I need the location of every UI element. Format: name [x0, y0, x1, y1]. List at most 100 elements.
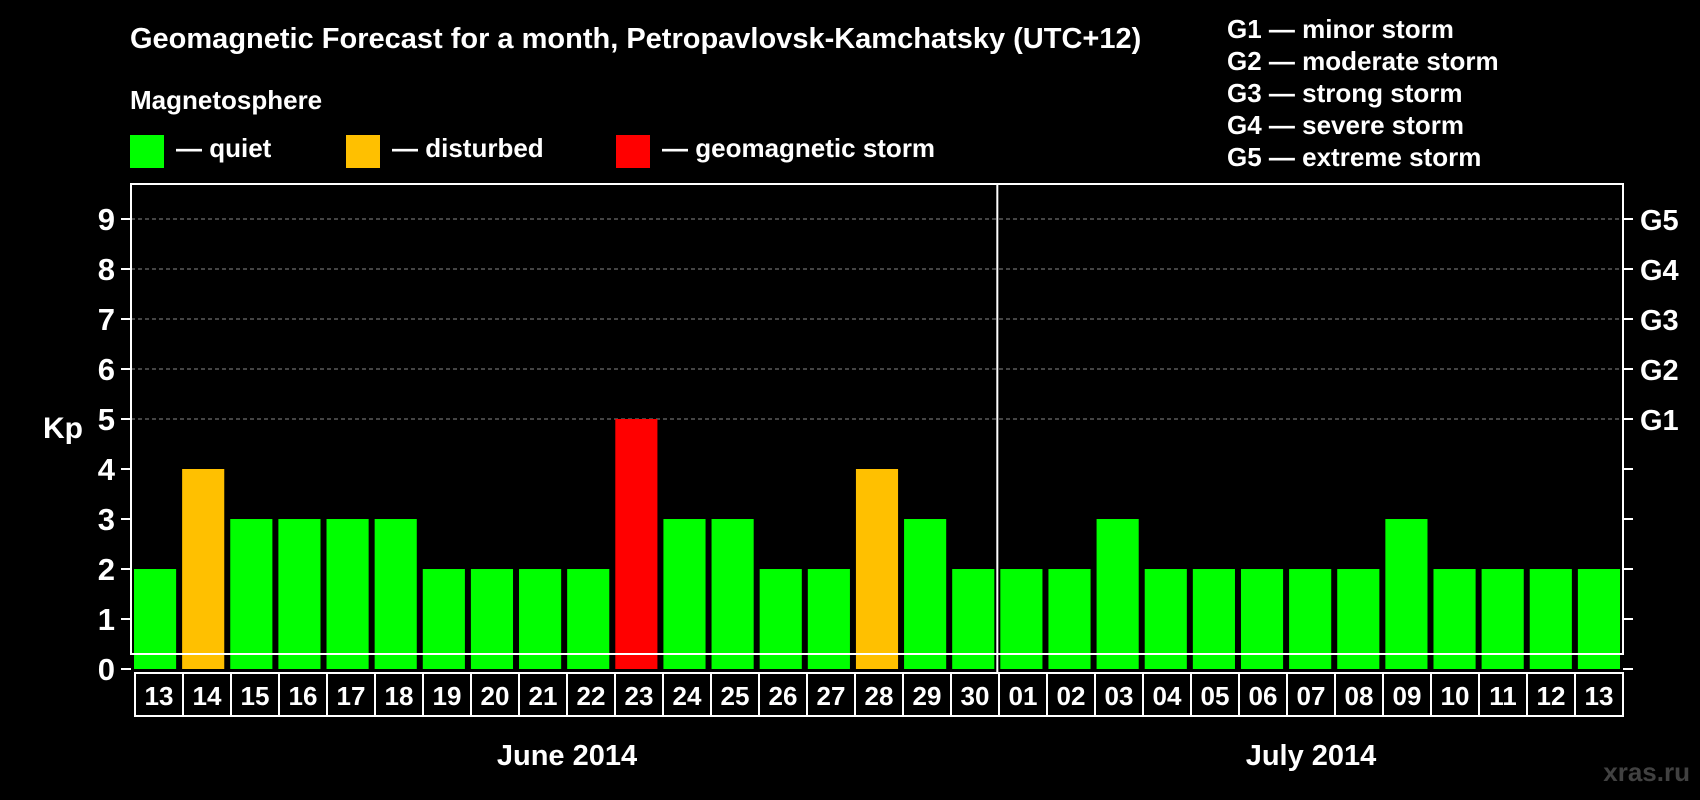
x-tick-label: 24: [673, 681, 702, 711]
x-tick-label: 25: [721, 681, 750, 711]
bar-23: [1240, 569, 1284, 669]
bar-9: [567, 569, 610, 669]
x-tick-label: 30: [961, 681, 990, 711]
bar-22: [1192, 569, 1235, 669]
x-tick-label: 13: [145, 681, 174, 711]
legend-label-0: — quiet: [176, 133, 272, 163]
x-tick-label: 05: [1201, 681, 1230, 711]
bar-17: [952, 569, 995, 669]
bar-10: [615, 419, 658, 669]
x-tick-label: 26: [769, 681, 798, 711]
storm-legend-item: G1 — minor storm: [1227, 14, 1454, 44]
y-tick-label: 3: [98, 502, 115, 537]
storm-legend-item: G2 — moderate storm: [1227, 46, 1499, 76]
x-tick-label: 14: [193, 681, 222, 711]
x-tick-label: 17: [337, 681, 366, 711]
bar-25: [1337, 569, 1380, 669]
bar-27: [1433, 569, 1476, 669]
x-tick-label: 28: [865, 681, 894, 711]
y-tick-label: 8: [98, 252, 115, 287]
watermark: xras.ru: [1603, 757, 1690, 787]
x-tick-label: 07: [1297, 681, 1326, 711]
bar-2: [230, 519, 273, 669]
bars: [134, 419, 1620, 669]
bar-20: [1096, 519, 1139, 669]
bar-6: [422, 569, 465, 669]
storm-legend-item: G5 — extreme storm: [1227, 142, 1481, 172]
x-tick-label: 15: [241, 681, 270, 711]
x-tick-label: 23: [625, 681, 654, 711]
g-scale-axis: G1 G2 G3 G4 G5: [1623, 205, 1679, 670]
legend-swatch-0: [130, 135, 164, 168]
y-tick-label: 6: [98, 352, 115, 387]
month-label: June 2014: [497, 740, 637, 772]
legend-label-2: — geomagnetic storm: [662, 133, 935, 163]
y-tick-label: 7: [98, 302, 115, 337]
y-tick-label: 1: [98, 602, 115, 637]
bar-15: [855, 469, 899, 669]
x-tick-label: 22: [577, 681, 606, 711]
bar-7: [470, 569, 514, 669]
g-scale-label: G3: [1640, 305, 1679, 337]
x-tick-label: 04: [1153, 681, 1182, 711]
y-tick-label: 2: [98, 552, 115, 587]
bar-5: [374, 519, 417, 669]
g-scale-label: G4: [1640, 255, 1679, 287]
bar-18: [1000, 569, 1043, 669]
bar-21: [1144, 569, 1187, 669]
x-tick-label: 06: [1249, 681, 1278, 711]
bar-19: [1048, 569, 1091, 669]
bar-8: [519, 569, 562, 669]
x-tick-label: 10: [1441, 681, 1470, 711]
x-tick-label: 29: [913, 681, 942, 711]
bar-30: [1577, 569, 1620, 669]
x-axis-box: [134, 672, 1624, 717]
y-tick-label: 0: [98, 652, 115, 687]
x-tick-label: 03: [1105, 681, 1134, 711]
x-tick-label: 16: [289, 681, 318, 711]
bar-24: [1289, 569, 1332, 669]
x-tick-label: 21: [529, 681, 558, 711]
y-axis-label: Kp: [43, 412, 83, 445]
magnetosphere-label: Magnetosphere: [130, 85, 322, 115]
bar-0: [134, 569, 177, 669]
x-tick-label: 08: [1345, 681, 1374, 711]
y-axis: 0 1 2 3 4 5 6 7 8 9: [98, 202, 131, 687]
x-tick-label: 02: [1057, 681, 1086, 711]
legend-swatch-1: [346, 135, 380, 168]
bar-16: [904, 519, 947, 669]
bar-14: [807, 569, 850, 669]
legend-label-1: — disturbed: [392, 133, 544, 163]
storm-legend-item: G3 — strong storm: [1227, 78, 1462, 108]
y-tick-label: 4: [98, 452, 116, 487]
month-labels: June 2014 July 2014: [497, 740, 1376, 772]
bar-4: [326, 519, 369, 669]
y-tick-label: 9: [98, 202, 115, 237]
bar-3: [278, 519, 321, 669]
x-tick-label: 19: [433, 681, 462, 711]
x-tick-label: 12: [1537, 681, 1566, 711]
x-tick-label: 27: [817, 681, 846, 711]
x-tick-label: 20: [481, 681, 510, 711]
y-tick-label: 5: [98, 402, 115, 437]
bar-12: [711, 519, 754, 669]
x-tick-label: 11: [1489, 681, 1517, 711]
bar-28: [1481, 569, 1524, 669]
g-scale-label: G2: [1640, 355, 1679, 387]
g-scale-label: G5: [1640, 205, 1679, 237]
storm-legend-item: G4 — severe storm: [1227, 110, 1464, 140]
bar-1: [182, 469, 225, 669]
grid: [131, 218, 1623, 420]
x-tick-label: 09: [1393, 681, 1422, 711]
x-axis: 13 14 15 16 17 18 19 20 21 22 23 24 25 26 27 28 29 30 01 02…: [134, 672, 1624, 717]
month-label: July 2014: [1246, 740, 1377, 772]
x-tick-label: 13: [1585, 681, 1614, 711]
legend: — quiet — disturbed — geomagnetic storm: [130, 133, 935, 168]
legend-swatch-2: [616, 135, 650, 168]
bar-29: [1529, 569, 1572, 669]
bar-11: [663, 519, 706, 669]
x-tick-label: 01: [1009, 681, 1038, 711]
bar-26: [1385, 519, 1428, 669]
